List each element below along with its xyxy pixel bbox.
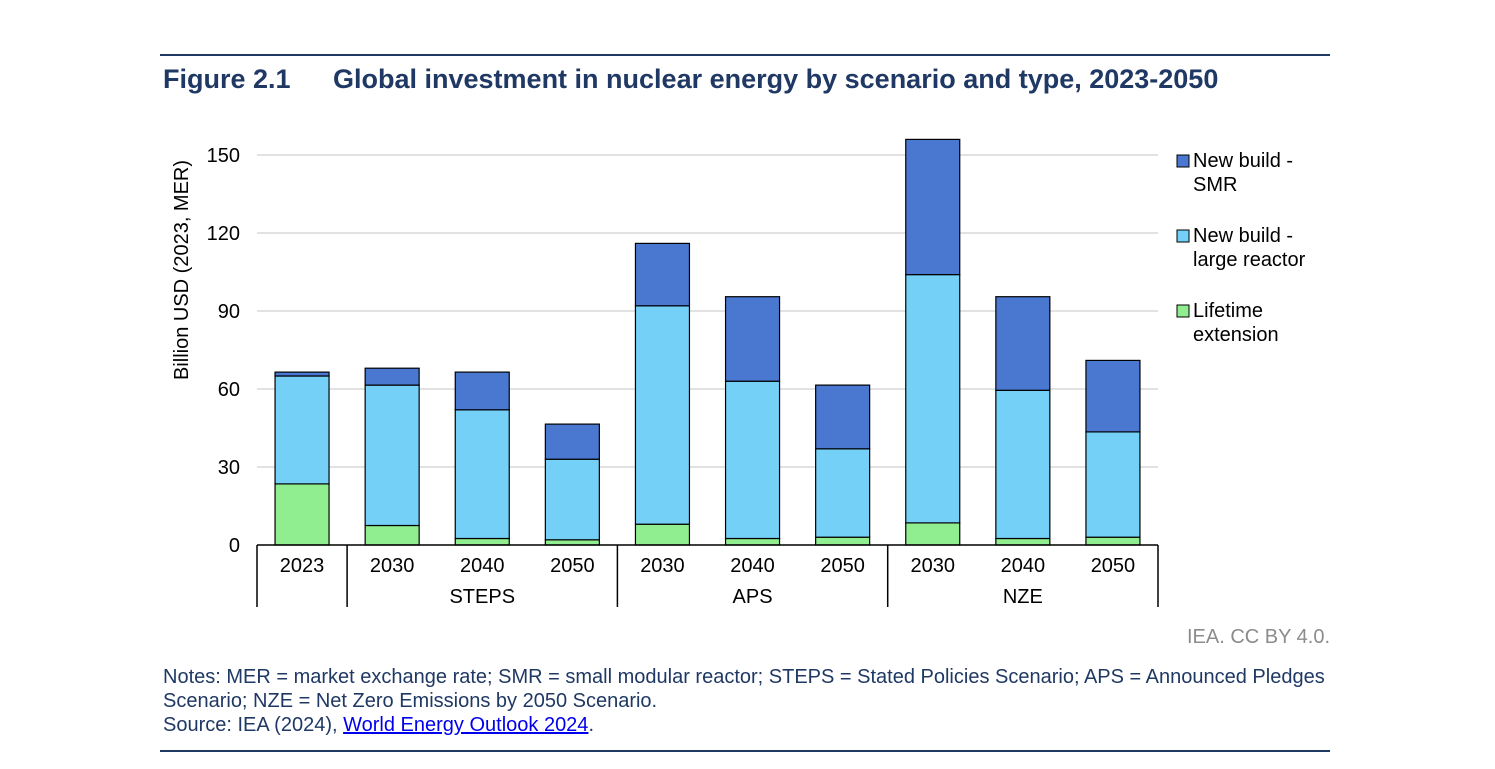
bar-segment xyxy=(544,458,600,541)
bar-segment xyxy=(544,539,600,546)
x-tick-label: 2040 xyxy=(460,555,505,577)
group-label: APS xyxy=(733,586,773,608)
bar-segment xyxy=(905,138,961,276)
bar-segment xyxy=(815,448,871,538)
x-tick-label: 2023 xyxy=(280,555,325,577)
source-link[interactable]: World Energy Outlook 2024 xyxy=(343,714,589,736)
bar-segment xyxy=(454,409,510,540)
y-tick-label: 150 xyxy=(207,145,240,167)
notes-text: Notes: MER = market exchange rate; SMR =… xyxy=(163,666,1325,712)
top-rule xyxy=(160,54,1330,56)
y-axis-label: Billion USD (2023, MER) xyxy=(171,160,193,380)
y-tick-label: 60 xyxy=(218,379,240,401)
legend-label: New build - xyxy=(1193,150,1293,172)
source-prefix: Source: IEA (2024), xyxy=(163,714,344,736)
bar-segment xyxy=(634,305,691,525)
bar-segment xyxy=(274,375,330,485)
x-tick-label: 2040 xyxy=(1001,555,1046,577)
group-label: STEPS xyxy=(449,586,515,608)
x-tick-label: 2050 xyxy=(820,555,865,577)
bar-segment xyxy=(274,483,330,546)
bar-segment xyxy=(905,522,961,546)
figure-title-text: Global investment in nuclear energy by s… xyxy=(333,64,1219,94)
legend-label: extension xyxy=(1193,324,1279,346)
legend-swatch xyxy=(1176,304,1190,318)
legend-label: SMR xyxy=(1193,174,1237,196)
legend-label: New build - xyxy=(1193,225,1293,247)
x-tick-label: 2030 xyxy=(640,555,685,577)
y-tick-label: 30 xyxy=(218,457,240,479)
bar-segment xyxy=(724,380,781,540)
bar-segment xyxy=(995,537,1051,546)
bar-segment xyxy=(454,371,510,411)
source-line: Source: IEA (2024), World Energy Outlook… xyxy=(163,713,1333,737)
bar-segment xyxy=(544,423,600,460)
legend-swatch xyxy=(1176,229,1190,243)
bar-segment xyxy=(1085,536,1141,546)
bar-segment xyxy=(274,371,330,377)
x-tick-label: 2040 xyxy=(730,555,775,577)
figure-title: Figure 2.1 Global investment in nuclear e… xyxy=(163,64,1218,95)
x-tick-label: 2050 xyxy=(550,555,595,577)
bar-segment xyxy=(905,274,961,524)
bar-segment xyxy=(1085,359,1141,433)
figure-number: Figure 2.1 xyxy=(163,64,291,94)
source-suffix: . xyxy=(588,714,594,736)
legend-label: large reactor xyxy=(1193,249,1306,271)
bar-segment xyxy=(1085,431,1141,538)
bar-segment xyxy=(724,296,781,382)
y-tick-label: 120 xyxy=(207,223,240,245)
legend-label: Lifetime xyxy=(1193,300,1263,322)
notes-block: Notes: MER = market exchange rate; SMR =… xyxy=(163,665,1333,737)
x-tick-label: 2030 xyxy=(370,555,415,577)
credit-label: IEA. CC BY 4.0. xyxy=(1186,626,1330,648)
bar-segment xyxy=(364,384,420,527)
legend-swatch xyxy=(1176,154,1190,168)
bottom-rule xyxy=(160,750,1330,752)
bar-segment xyxy=(815,384,871,450)
bar-segment xyxy=(995,389,1051,540)
y-tick-label: 0 xyxy=(229,535,240,557)
bar-segment xyxy=(815,536,871,546)
bar-segment xyxy=(995,296,1051,391)
y-tick-label: 90 xyxy=(218,301,240,323)
group-label: NZE xyxy=(1003,586,1043,608)
bar-segment xyxy=(634,242,691,307)
bar-segment xyxy=(724,537,781,546)
bar-segment xyxy=(454,537,510,546)
bar-segment xyxy=(364,367,420,386)
x-tick-label: 2050 xyxy=(1091,555,1136,577)
bar-segment xyxy=(364,524,420,546)
x-tick-label: 2030 xyxy=(911,555,956,577)
bar-segment xyxy=(634,523,691,546)
